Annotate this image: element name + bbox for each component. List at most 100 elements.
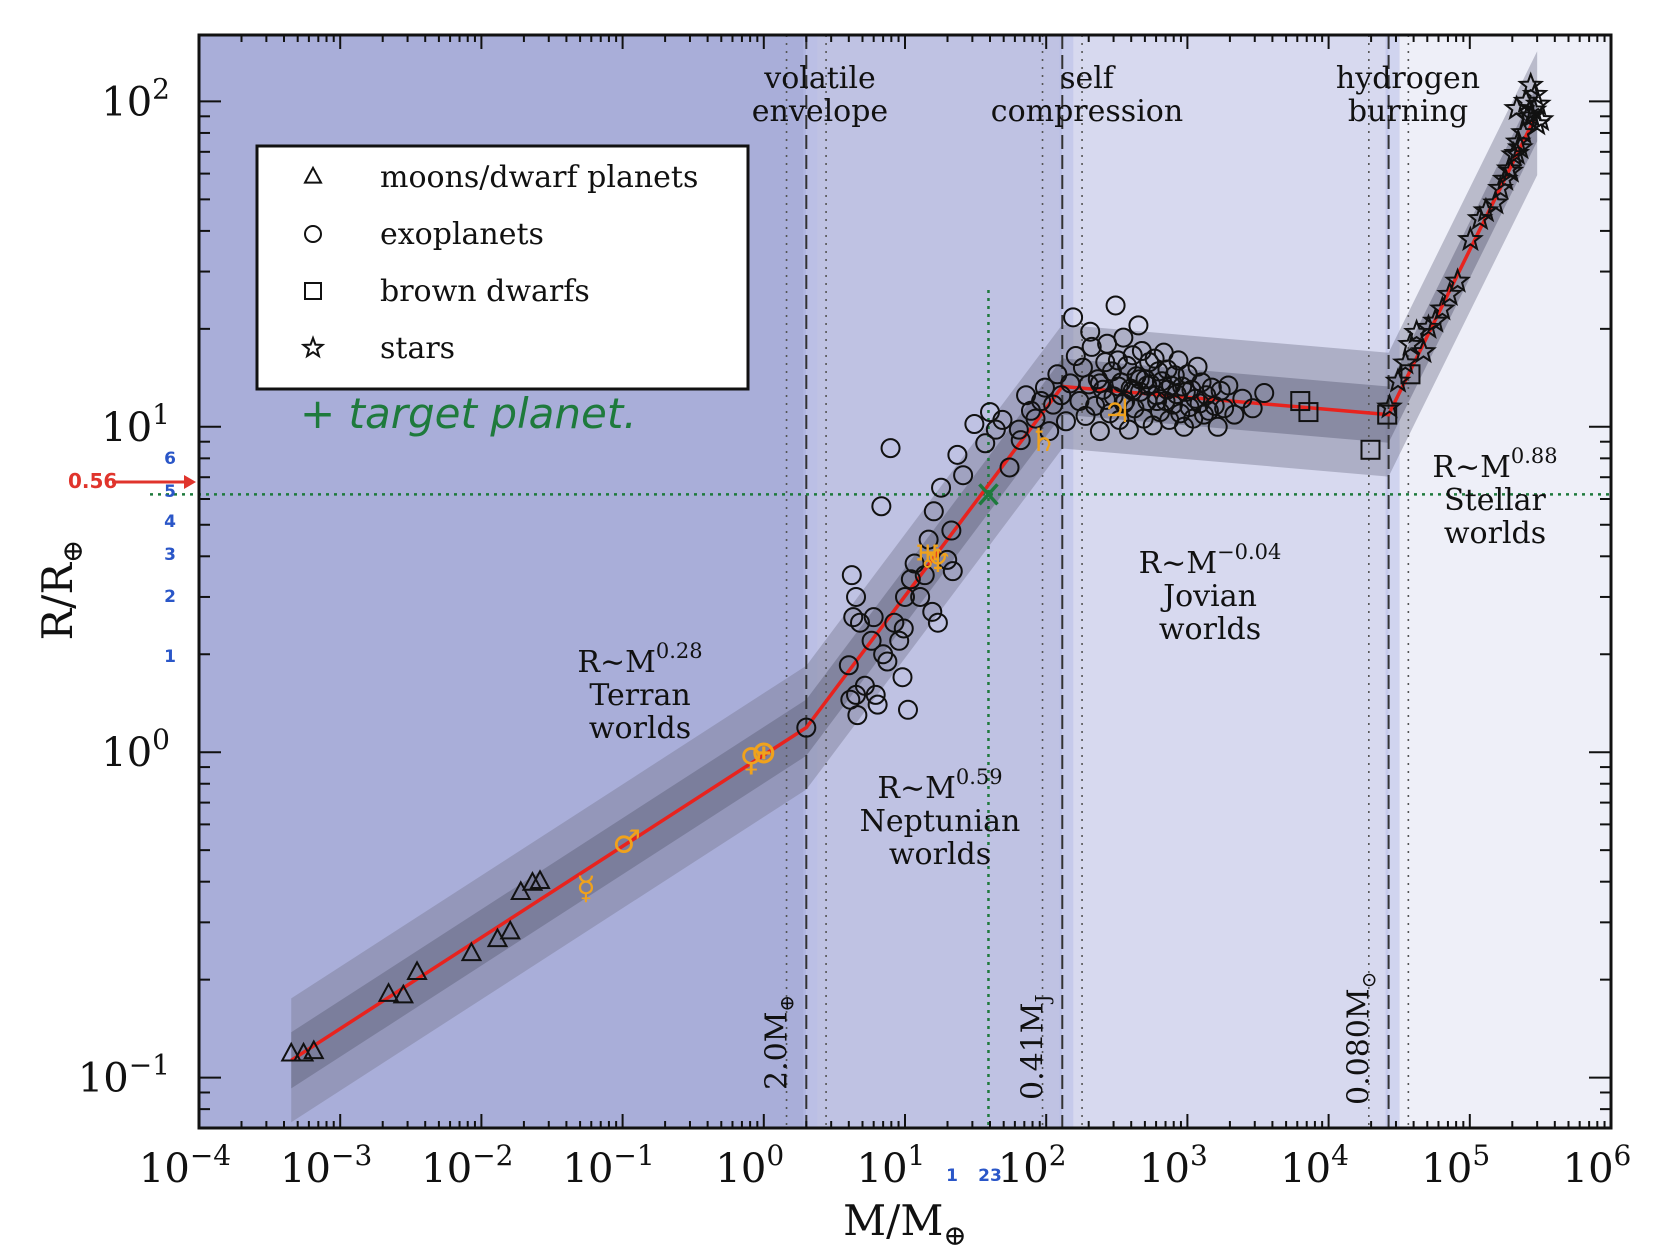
region-name: worlds: [589, 711, 691, 746]
star-point: [1506, 133, 1534, 160]
triangle-point: [499, 919, 521, 940]
star-point: [1523, 109, 1551, 136]
circle-point: [1063, 307, 1084, 328]
series-circle: [796, 295, 1275, 738]
star-point: [1466, 204, 1494, 231]
circle-point: [841, 565, 862, 586]
circle-point: [1089, 421, 1110, 442]
circle-point: [865, 684, 886, 705]
solar-system-point: ⊕: [750, 733, 777, 771]
triangle-point: [529, 869, 551, 889]
y-tick-label: 102: [101, 72, 170, 125]
circle-point: [889, 630, 910, 651]
blue-mass-mark: 23: [978, 1166, 1002, 1186]
triangle-point: [280, 1041, 302, 1062]
region-name: Neptunian: [860, 804, 1021, 839]
transition-header: volatile: [763, 61, 876, 96]
circle-point: [1113, 327, 1134, 348]
circle-point: [942, 561, 963, 582]
circle-point: [1157, 379, 1178, 400]
solar-system-point: ♅: [913, 538, 942, 576]
region-name: Terran: [589, 678, 690, 713]
x-tick-label: 104: [1280, 1139, 1349, 1192]
legend-label: stars: [380, 331, 455, 366]
circle-point: [1187, 356, 1208, 377]
axis-ticks: [198, 35, 1612, 1129]
blue-scale-mark: 1: [164, 647, 176, 667]
circle-point: [1039, 421, 1060, 442]
circle-point: [918, 529, 939, 550]
legend-label: brown dwarfs: [380, 274, 590, 309]
circle-point: [937, 549, 958, 570]
circle-point: [1065, 346, 1086, 367]
circle-point: [1008, 419, 1029, 440]
y-tick-label: 100: [101, 723, 170, 776]
legend-label: exoplanets: [380, 217, 544, 252]
triangle-point: [377, 982, 400, 1002]
target-guide-lines: [150, 290, 1611, 1128]
x-tick-label: 101: [857, 1139, 926, 1192]
x-tick-label: 106: [1563, 1139, 1632, 1192]
circle-point: [953, 465, 974, 486]
blue-scale-mark: 6: [164, 449, 176, 469]
transition-header: burning: [1348, 94, 1468, 129]
circle-point: [1214, 398, 1235, 419]
circle-point: [1010, 430, 1031, 451]
circle-point: [867, 694, 888, 715]
transition-header: compression: [991, 94, 1183, 129]
triangle-point: [521, 871, 544, 891]
legend-marker: [300, 335, 326, 359]
circle-point: [1118, 419, 1139, 440]
circle-point: [863, 607, 884, 628]
circle-point: [1081, 336, 1102, 357]
solar-system-point: ♀: [740, 740, 763, 778]
star-point: [1503, 94, 1531, 121]
star-point: [1397, 330, 1424, 356]
transition-lines: [785, 35, 1410, 1128]
legend-box: [255, 144, 750, 391]
blue-scale-mark: 5: [164, 482, 176, 502]
x-tick-label: 103: [1139, 1139, 1208, 1192]
circle-point: [895, 586, 915, 607]
circle-point: [927, 612, 948, 633]
triangle-point: [303, 1039, 325, 1060]
circle-point: [897, 699, 918, 720]
region-name: worlds: [1159, 612, 1261, 647]
star-point: [1472, 196, 1500, 223]
legend-label: moons/dwarf planets: [380, 160, 698, 195]
x-tick-label: 10−1: [563, 1139, 655, 1192]
legend-marker: [303, 165, 323, 184]
star-point: [1497, 157, 1525, 183]
circle-point: [992, 409, 1013, 430]
circle-point: [1172, 376, 1193, 397]
legend: moons/dwarf planets exoplanets brown dwarf…: [255, 144, 750, 391]
circle-point: [877, 651, 898, 672]
red-arrow-head: [184, 475, 196, 489]
region-bg: [1062, 35, 1389, 1128]
x-tick-label: 102: [998, 1139, 1067, 1192]
x-tick-label: 100: [715, 1139, 784, 1192]
circle-point: [1122, 345, 1143, 366]
circle-point: [796, 717, 817, 738]
circle-point: [964, 414, 985, 435]
circle-point: [941, 520, 962, 541]
blue-scale-mark: 4: [164, 512, 176, 532]
triangle-point: [460, 941, 483, 962]
target-planet-note: + target planet.: [300, 389, 637, 438]
circle-point: [847, 705, 868, 726]
star-point: [1436, 280, 1464, 306]
series-triangle: [280, 869, 551, 1062]
circle-point: [900, 569, 921, 590]
x-axis-title: M/M⊕: [843, 1196, 967, 1252]
circle-point: [843, 607, 864, 628]
region-name: Jovian: [1160, 579, 1257, 614]
square-point: [1298, 402, 1319, 423]
circle-point: [861, 630, 882, 651]
solar-system-point: ♃: [1103, 392, 1132, 430]
circle-point: [923, 501, 944, 522]
star-point: [1444, 267, 1472, 293]
circle-point: [985, 419, 1006, 440]
legend-marker: [304, 282, 322, 300]
circle-point: [1080, 321, 1101, 342]
